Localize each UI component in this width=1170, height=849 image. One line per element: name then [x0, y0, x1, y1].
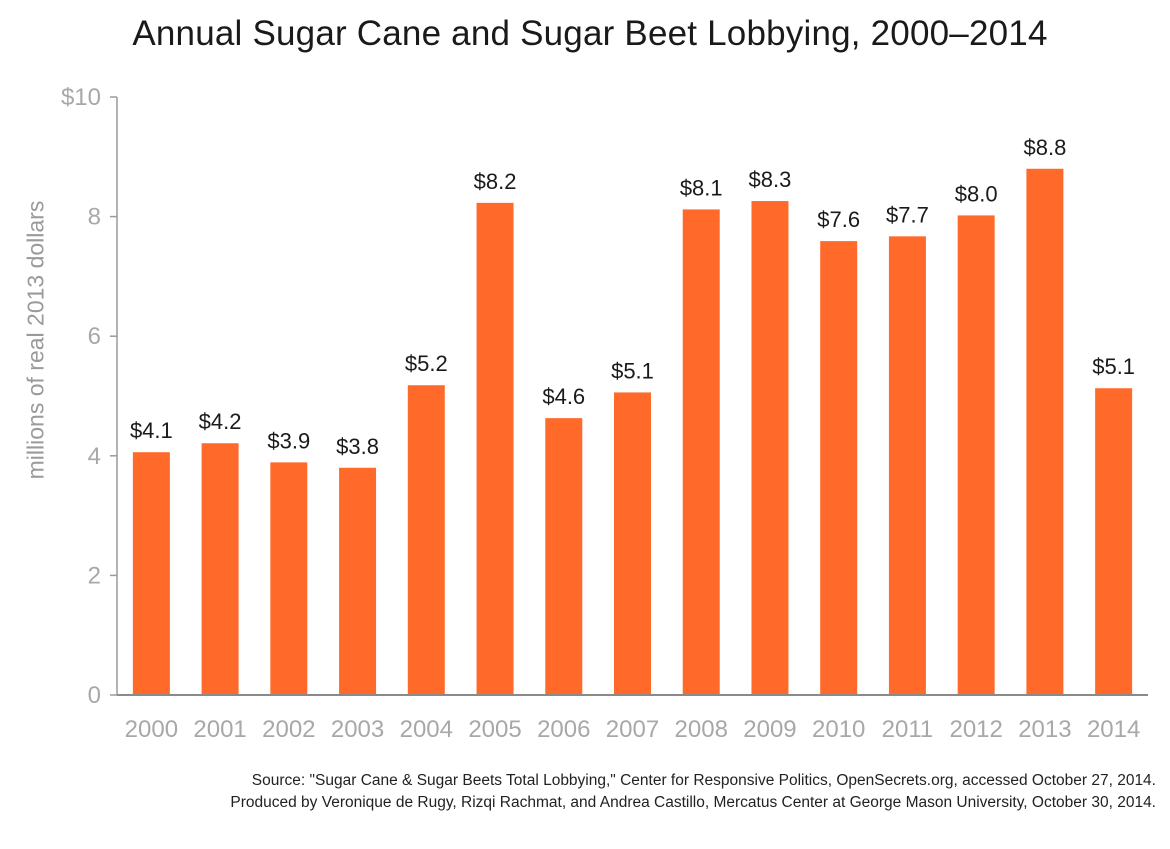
bar — [407, 385, 445, 695]
bar — [270, 462, 308, 695]
bar — [614, 392, 651, 695]
bar-value-label: $5.1 — [611, 358, 654, 383]
bar — [888, 236, 926, 696]
bar-value-label: $4.1 — [130, 418, 173, 443]
x-tick-label: 2006 — [537, 716, 590, 743]
x-tick-label: 2009 — [743, 716, 796, 743]
bar-value-label: $5.1 — [1092, 354, 1135, 379]
x-tick-label: 2000 — [125, 716, 178, 743]
bar — [957, 215, 995, 696]
y-tick-label: 6 — [88, 323, 101, 350]
x-tick-label: 2013 — [1018, 716, 1071, 743]
y-tick-label: 0 — [88, 682, 101, 709]
y-tick-label: 8 — [88, 204, 101, 231]
bar-value-label: $7.6 — [817, 207, 860, 232]
bar — [476, 202, 514, 695]
source-line-1: Source: "Sugar Cane & Sugar Beets Total … — [251, 772, 1156, 789]
bar-value-label: $8.3 — [749, 167, 792, 192]
bar — [820, 241, 858, 696]
source-note: Source: "Sugar Cane & Sugar Beets Total … — [6, 770, 1156, 814]
bar — [1095, 388, 1133, 695]
x-tick-label: 2001 — [193, 716, 246, 743]
bar-value-label: $8.2 — [474, 169, 517, 194]
bar-value-label: $5.2 — [405, 351, 448, 376]
x-tick-label: 2004 — [400, 716, 453, 743]
y-tick-label: $10 — [61, 84, 101, 111]
x-tick-label: 2007 — [606, 716, 659, 743]
bar-value-label: $7.7 — [886, 202, 929, 227]
bar-value-label: $8.0 — [955, 181, 998, 206]
bar-value-label: $3.8 — [336, 434, 379, 459]
source-line-2: Produced by Veronique de Rugy, Rizqi Rac… — [230, 794, 1156, 811]
bar-chart: 0 2 4 6 8 $10 $4.1 2000 $4.2 2001 $3.9 2002 $3.8 2003… — [61, 84, 1148, 743]
bar — [682, 209, 720, 695]
bar-value-label: $4.6 — [542, 384, 585, 409]
bar — [1026, 168, 1064, 695]
x-tick-label: 2011 — [882, 716, 934, 743]
bar — [339, 467, 377, 695]
bar-value-label: $3.9 — [267, 428, 310, 453]
bar-value-label: $4.2 — [199, 409, 242, 434]
x-tick-label: 2005 — [468, 716, 521, 743]
x-tick-label: 2002 — [262, 716, 315, 743]
x-tick-label: 2003 — [331, 716, 384, 743]
chart-title: Annual Sugar Cane and Sugar Beet Lobbyin… — [132, 14, 1048, 53]
y-tick-label: 4 — [88, 443, 101, 470]
x-tick-label: 2008 — [675, 716, 728, 743]
bar — [751, 201, 789, 695]
x-tick-label: 2010 — [812, 716, 865, 743]
bar — [545, 418, 583, 695]
x-tick-label: 2012 — [949, 716, 1002, 743]
bar — [201, 443, 239, 695]
bar — [132, 452, 170, 695]
x-tick-label: 2014 — [1087, 716, 1140, 743]
bar-value-label: $8.1 — [680, 175, 723, 200]
y-tick-label: 2 — [88, 562, 101, 589]
bar-value-label: $8.8 — [1023, 135, 1066, 160]
